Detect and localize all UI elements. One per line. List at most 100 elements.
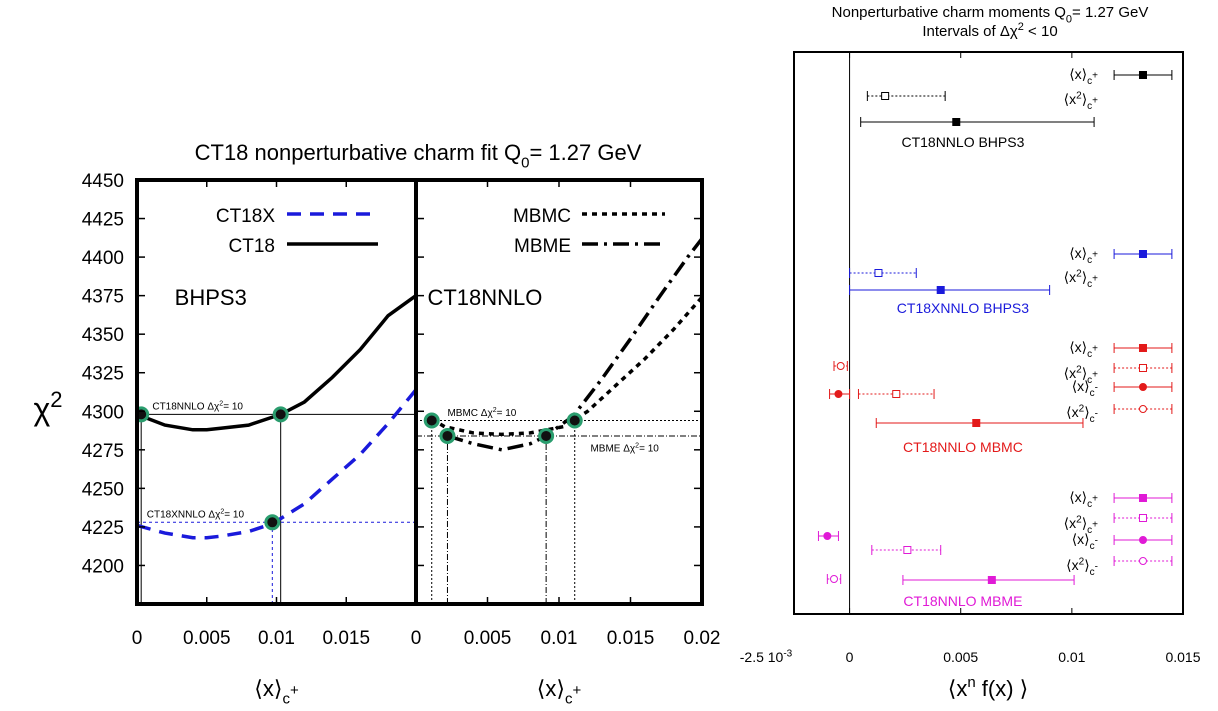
- x-tick-label: -2.5 10-3: [740, 648, 793, 665]
- x-tick-label: 0: [411, 628, 422, 649]
- row-label: ⟨x⟩c-: [1072, 378, 1098, 399]
- data-point: [538, 427, 555, 444]
- y-tick-label: 4225: [82, 518, 124, 539]
- row-label: ⟨x⟩c+: [1069, 66, 1098, 87]
- data-point: [834, 390, 843, 398]
- x-tick-label: 0.01: [1058, 649, 1085, 665]
- x-tick-label: 0.01: [541, 628, 578, 649]
- plot-frame: [135, 178, 704, 606]
- row-label: ⟨x2⟩c+: [1064, 268, 1099, 290]
- data-point: [881, 92, 890, 100]
- group-label: CT18NNLO MBMC: [903, 439, 1023, 455]
- y-tick-label: 4350: [82, 325, 124, 346]
- y-tick-label: 4400: [82, 248, 124, 269]
- chart-panel-2: MBMC Δχ2= 10 MBME Δχ2= 10 CT18NNLO MBMC MBME…: [411, 180, 721, 708]
- data-point: [272, 406, 289, 423]
- data-point: [1138, 364, 1147, 372]
- data-point: [936, 286, 945, 294]
- y-tick-label: 4450: [82, 171, 124, 192]
- y-tick-label: 4300: [82, 402, 124, 423]
- chart-title: CT18 nonperturbative charm fit Q0= 1.27 …: [195, 140, 642, 172]
- data-point: [1138, 383, 1147, 391]
- y-tick-label: 4325: [82, 364, 124, 385]
- annotation-label: CT18XNNLO Δχ2= 10: [147, 509, 245, 521]
- x-axis-label: ⟨x⟩c+: [537, 676, 582, 708]
- x-tick-label: 0.005: [943, 649, 978, 665]
- data-point: [439, 427, 456, 444]
- x-tick-label: 0.015: [322, 628, 370, 649]
- x-tick-label: 0: [846, 649, 854, 665]
- row-label: ⟨x2⟩c-: [1066, 556, 1098, 578]
- row-label: ⟨x2⟩c-: [1066, 403, 1098, 425]
- data-point: [566, 412, 583, 429]
- data-point: [1138, 71, 1147, 79]
- annotation-label: CT18NNLO Δχ2= 10: [152, 401, 243, 413]
- data-point: [903, 546, 912, 554]
- y-tick-label: 4200: [82, 556, 124, 577]
- panel-label: CT18NNLO: [427, 285, 542, 310]
- x-axis-label: ⟨xn f(x) ⟩: [948, 674, 1029, 701]
- data-point: [1138, 494, 1147, 502]
- group-ct18nnlo-mbme: ⟨x⟩c+ ⟨x2⟩c+⟨x⟩c- ⟨x2⟩c- CT18NNLO MBME: [817, 489, 1173, 609]
- series-line-ct18: [137, 294, 416, 432]
- row-label: ⟨x2⟩c+: [1064, 90, 1099, 112]
- group-ct18xnnlo-bhps3: ⟨x⟩c+⟨x2⟩c+ CT18XNNLO BHPS3: [849, 245, 1173, 316]
- data-point: [1138, 344, 1147, 352]
- group-label: CT18NNLO MBME: [903, 593, 1022, 609]
- annotation-label: MBME Δχ2= 10: [590, 442, 659, 454]
- group-label: CT18XNNLO BHPS3: [897, 300, 1029, 316]
- y-tick-label: 4375: [82, 287, 124, 308]
- y-axis-label: χ2: [33, 387, 62, 427]
- chart-subtitle: Intervals of Δχ2 < 10: [922, 21, 1057, 40]
- data-point: [972, 419, 981, 427]
- moments-chart: Nonperturbative charm moments Q0= 1.27 G…: [740, 4, 1201, 701]
- series-line-ct18x: [137, 388, 416, 540]
- group-ct18nnlo-mbmc: ⟨x⟩c+ ⟨x2⟩c+⟨x⟩c- ⟨x2⟩c- CT18NNLO MBMC: [829, 339, 1173, 455]
- annotation-label: MBMC Δχ2= 10: [447, 407, 516, 419]
- x-tick-label: 0.02: [684, 628, 721, 649]
- data-point: [1138, 536, 1147, 544]
- data-point: [1138, 250, 1147, 258]
- data-point: [874, 269, 883, 277]
- legend-label: MBMC: [513, 206, 571, 227]
- data-point: [423, 412, 440, 429]
- data-point: [1138, 405, 1147, 413]
- legend-label: CT18: [229, 236, 275, 257]
- x-tick-label: 0: [132, 628, 143, 649]
- y-tick-label: 4250: [82, 479, 124, 500]
- y-tick-label: 4275: [82, 441, 124, 462]
- series-line-mbmc: [430, 296, 702, 437]
- chart-panel-1: CT18NNLO Δχ2= 10 CT18XNNLO Δχ2= 10 BHPS3 CT…: [132, 180, 416, 708]
- panel-label: BHPS3: [175, 285, 247, 310]
- data-point: [836, 362, 845, 370]
- group-ct18nnlo-bhps3: ⟨x⟩c+ ⟨x2⟩c+ CT18NNLO BHPS3: [860, 66, 1173, 150]
- legend-label: CT18X: [216, 206, 275, 227]
- data-point: [823, 532, 832, 540]
- chart-plot-area: [416, 237, 702, 604]
- plot-frame: [793, 51, 1184, 615]
- x-tick-label: 0.005: [464, 628, 512, 649]
- chart-title: Nonperturbative charm moments Q0= 1.27 G…: [832, 4, 1149, 25]
- legend-label: MBME: [514, 236, 571, 257]
- data-point: [987, 576, 996, 584]
- row-label: ⟨x2⟩c+: [1064, 514, 1099, 536]
- x-tick-label: 0.01: [258, 628, 295, 649]
- data-point: [1138, 514, 1147, 522]
- row-label: ⟨x⟩c+: [1069, 245, 1098, 266]
- data-point: [830, 575, 839, 583]
- y-tick-label: 4425: [82, 210, 124, 231]
- row-label: ⟨x2⟩c+: [1064, 364, 1099, 386]
- x-tick-label: 0.015: [607, 628, 655, 649]
- group-label: CT18NNLO BHPS3: [901, 134, 1024, 150]
- data-point: [952, 118, 961, 126]
- x-axis-label: ⟨x⟩c+: [254, 676, 299, 708]
- data-point: [264, 514, 281, 531]
- data-point: [1138, 557, 1147, 565]
- row-label: ⟨x⟩c+: [1069, 339, 1098, 360]
- chi2-chart: CT18 nonperturbative charm fit Q0= 1.27 …: [33, 140, 720, 708]
- row-label: ⟨x⟩c+: [1069, 489, 1098, 510]
- chart-plot-area: [137, 294, 416, 604]
- x-tick-label: 0.005: [183, 628, 231, 649]
- row-label: ⟨x⟩c-: [1072, 531, 1098, 552]
